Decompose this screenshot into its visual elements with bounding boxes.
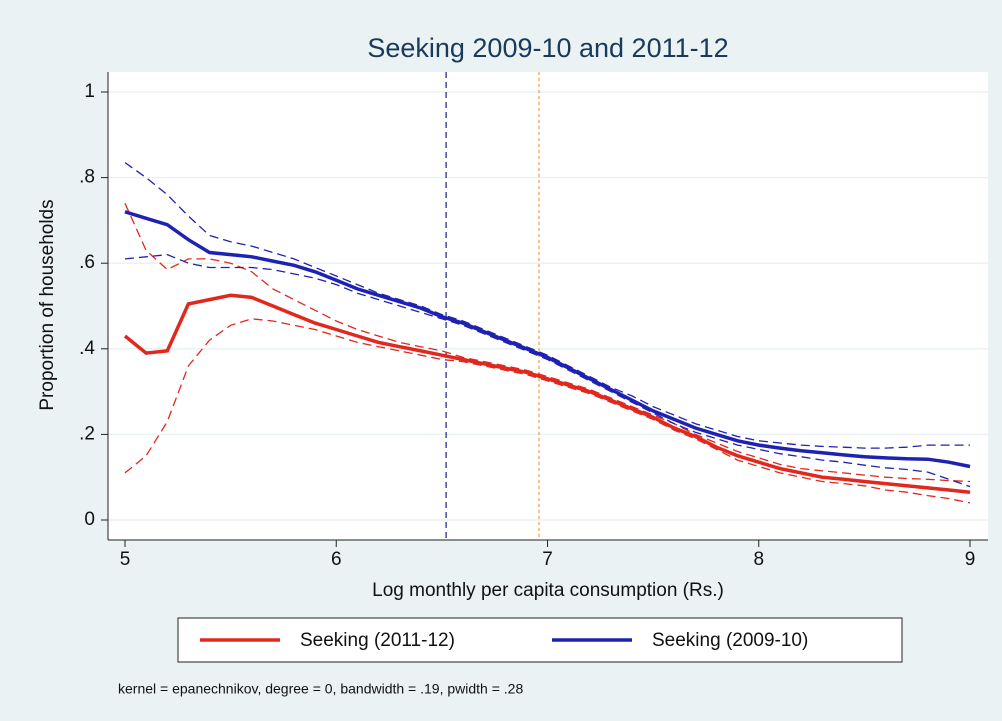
confidence-band (124, 253, 971, 488)
note: kernel = epanechnikov, degree = 0, bandw… (118, 681, 523, 697)
legend-label: Seeking (2009-10) (652, 630, 808, 651)
y-tick-label: 0 (84, 509, 95, 530)
chart-title: Seeking 2009-10 and 2011-12 (367, 33, 728, 63)
x-tick-label: 5 (120, 549, 131, 570)
legend (177, 617, 903, 663)
confidence-band (124, 318, 971, 504)
y-tick-label: .4 (79, 338, 95, 359)
line (123, 293, 971, 494)
plot-area (108, 72, 988, 540)
legend-label: Seeking (2011-12) (300, 630, 455, 651)
y-tick-label: .8 (79, 167, 95, 188)
y-axis-label: Proportion of households (37, 199, 58, 410)
y-tick-label: 1 (84, 81, 95, 102)
x-tick-label: 8 (753, 549, 764, 570)
x-tick-label: 9 (965, 549, 976, 570)
x-tick-label: 7 (542, 549, 553, 570)
confidence-band (124, 203, 971, 483)
line (124, 210, 971, 469)
y-tick-label: .6 (79, 252, 95, 273)
confidence-band (124, 162, 970, 449)
x-tick-label: 6 (331, 549, 342, 570)
x-axis-label: Log monthly per capita consumption (Rs.) (372, 580, 724, 601)
y-tick-label: .2 (79, 423, 95, 444)
